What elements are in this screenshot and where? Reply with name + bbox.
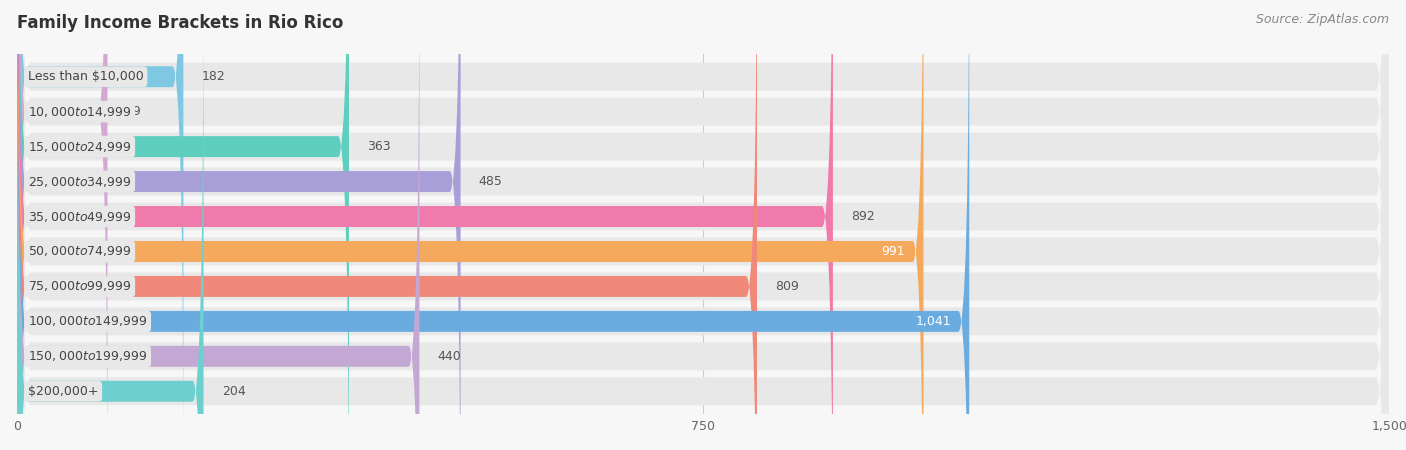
Text: $75,000 to $99,999: $75,000 to $99,999 — [28, 279, 131, 293]
FancyBboxPatch shape — [17, 0, 832, 450]
FancyBboxPatch shape — [17, 0, 756, 450]
Text: 204: 204 — [222, 385, 246, 398]
Text: $50,000 to $74,999: $50,000 to $74,999 — [28, 244, 131, 258]
FancyBboxPatch shape — [17, 0, 1389, 450]
Text: $200,000+: $200,000+ — [28, 385, 98, 398]
FancyBboxPatch shape — [17, 0, 419, 450]
Text: 809: 809 — [775, 280, 799, 293]
Text: 892: 892 — [851, 210, 875, 223]
FancyBboxPatch shape — [17, 0, 1389, 450]
Text: 991: 991 — [882, 245, 905, 258]
Text: $15,000 to $24,999: $15,000 to $24,999 — [28, 140, 131, 153]
FancyBboxPatch shape — [17, 0, 969, 450]
FancyBboxPatch shape — [17, 0, 107, 450]
Text: $35,000 to $49,999: $35,000 to $49,999 — [28, 210, 131, 224]
FancyBboxPatch shape — [17, 0, 1389, 450]
Text: Less than $10,000: Less than $10,000 — [28, 70, 143, 83]
Text: $150,000 to $199,999: $150,000 to $199,999 — [28, 349, 148, 363]
Text: $10,000 to $14,999: $10,000 to $14,999 — [28, 105, 131, 119]
Text: 485: 485 — [479, 175, 503, 188]
FancyBboxPatch shape — [17, 0, 924, 450]
Text: 440: 440 — [437, 350, 461, 363]
FancyBboxPatch shape — [17, 0, 1389, 450]
FancyBboxPatch shape — [17, 0, 461, 450]
FancyBboxPatch shape — [17, 0, 1389, 450]
Text: $25,000 to $34,999: $25,000 to $34,999 — [28, 175, 131, 189]
Text: Source: ZipAtlas.com: Source: ZipAtlas.com — [1256, 14, 1389, 27]
Text: $100,000 to $149,999: $100,000 to $149,999 — [28, 315, 148, 328]
Text: Family Income Brackets in Rio Rico: Family Income Brackets in Rio Rico — [17, 14, 343, 32]
FancyBboxPatch shape — [17, 0, 1389, 450]
Text: 1,041: 1,041 — [915, 315, 950, 328]
FancyBboxPatch shape — [17, 0, 183, 450]
FancyBboxPatch shape — [17, 0, 349, 450]
FancyBboxPatch shape — [17, 0, 1389, 450]
Text: 99: 99 — [125, 105, 142, 118]
Text: 182: 182 — [201, 70, 225, 83]
Text: 363: 363 — [367, 140, 391, 153]
FancyBboxPatch shape — [17, 0, 1389, 450]
FancyBboxPatch shape — [17, 0, 204, 450]
FancyBboxPatch shape — [17, 0, 1389, 450]
FancyBboxPatch shape — [17, 0, 1389, 450]
